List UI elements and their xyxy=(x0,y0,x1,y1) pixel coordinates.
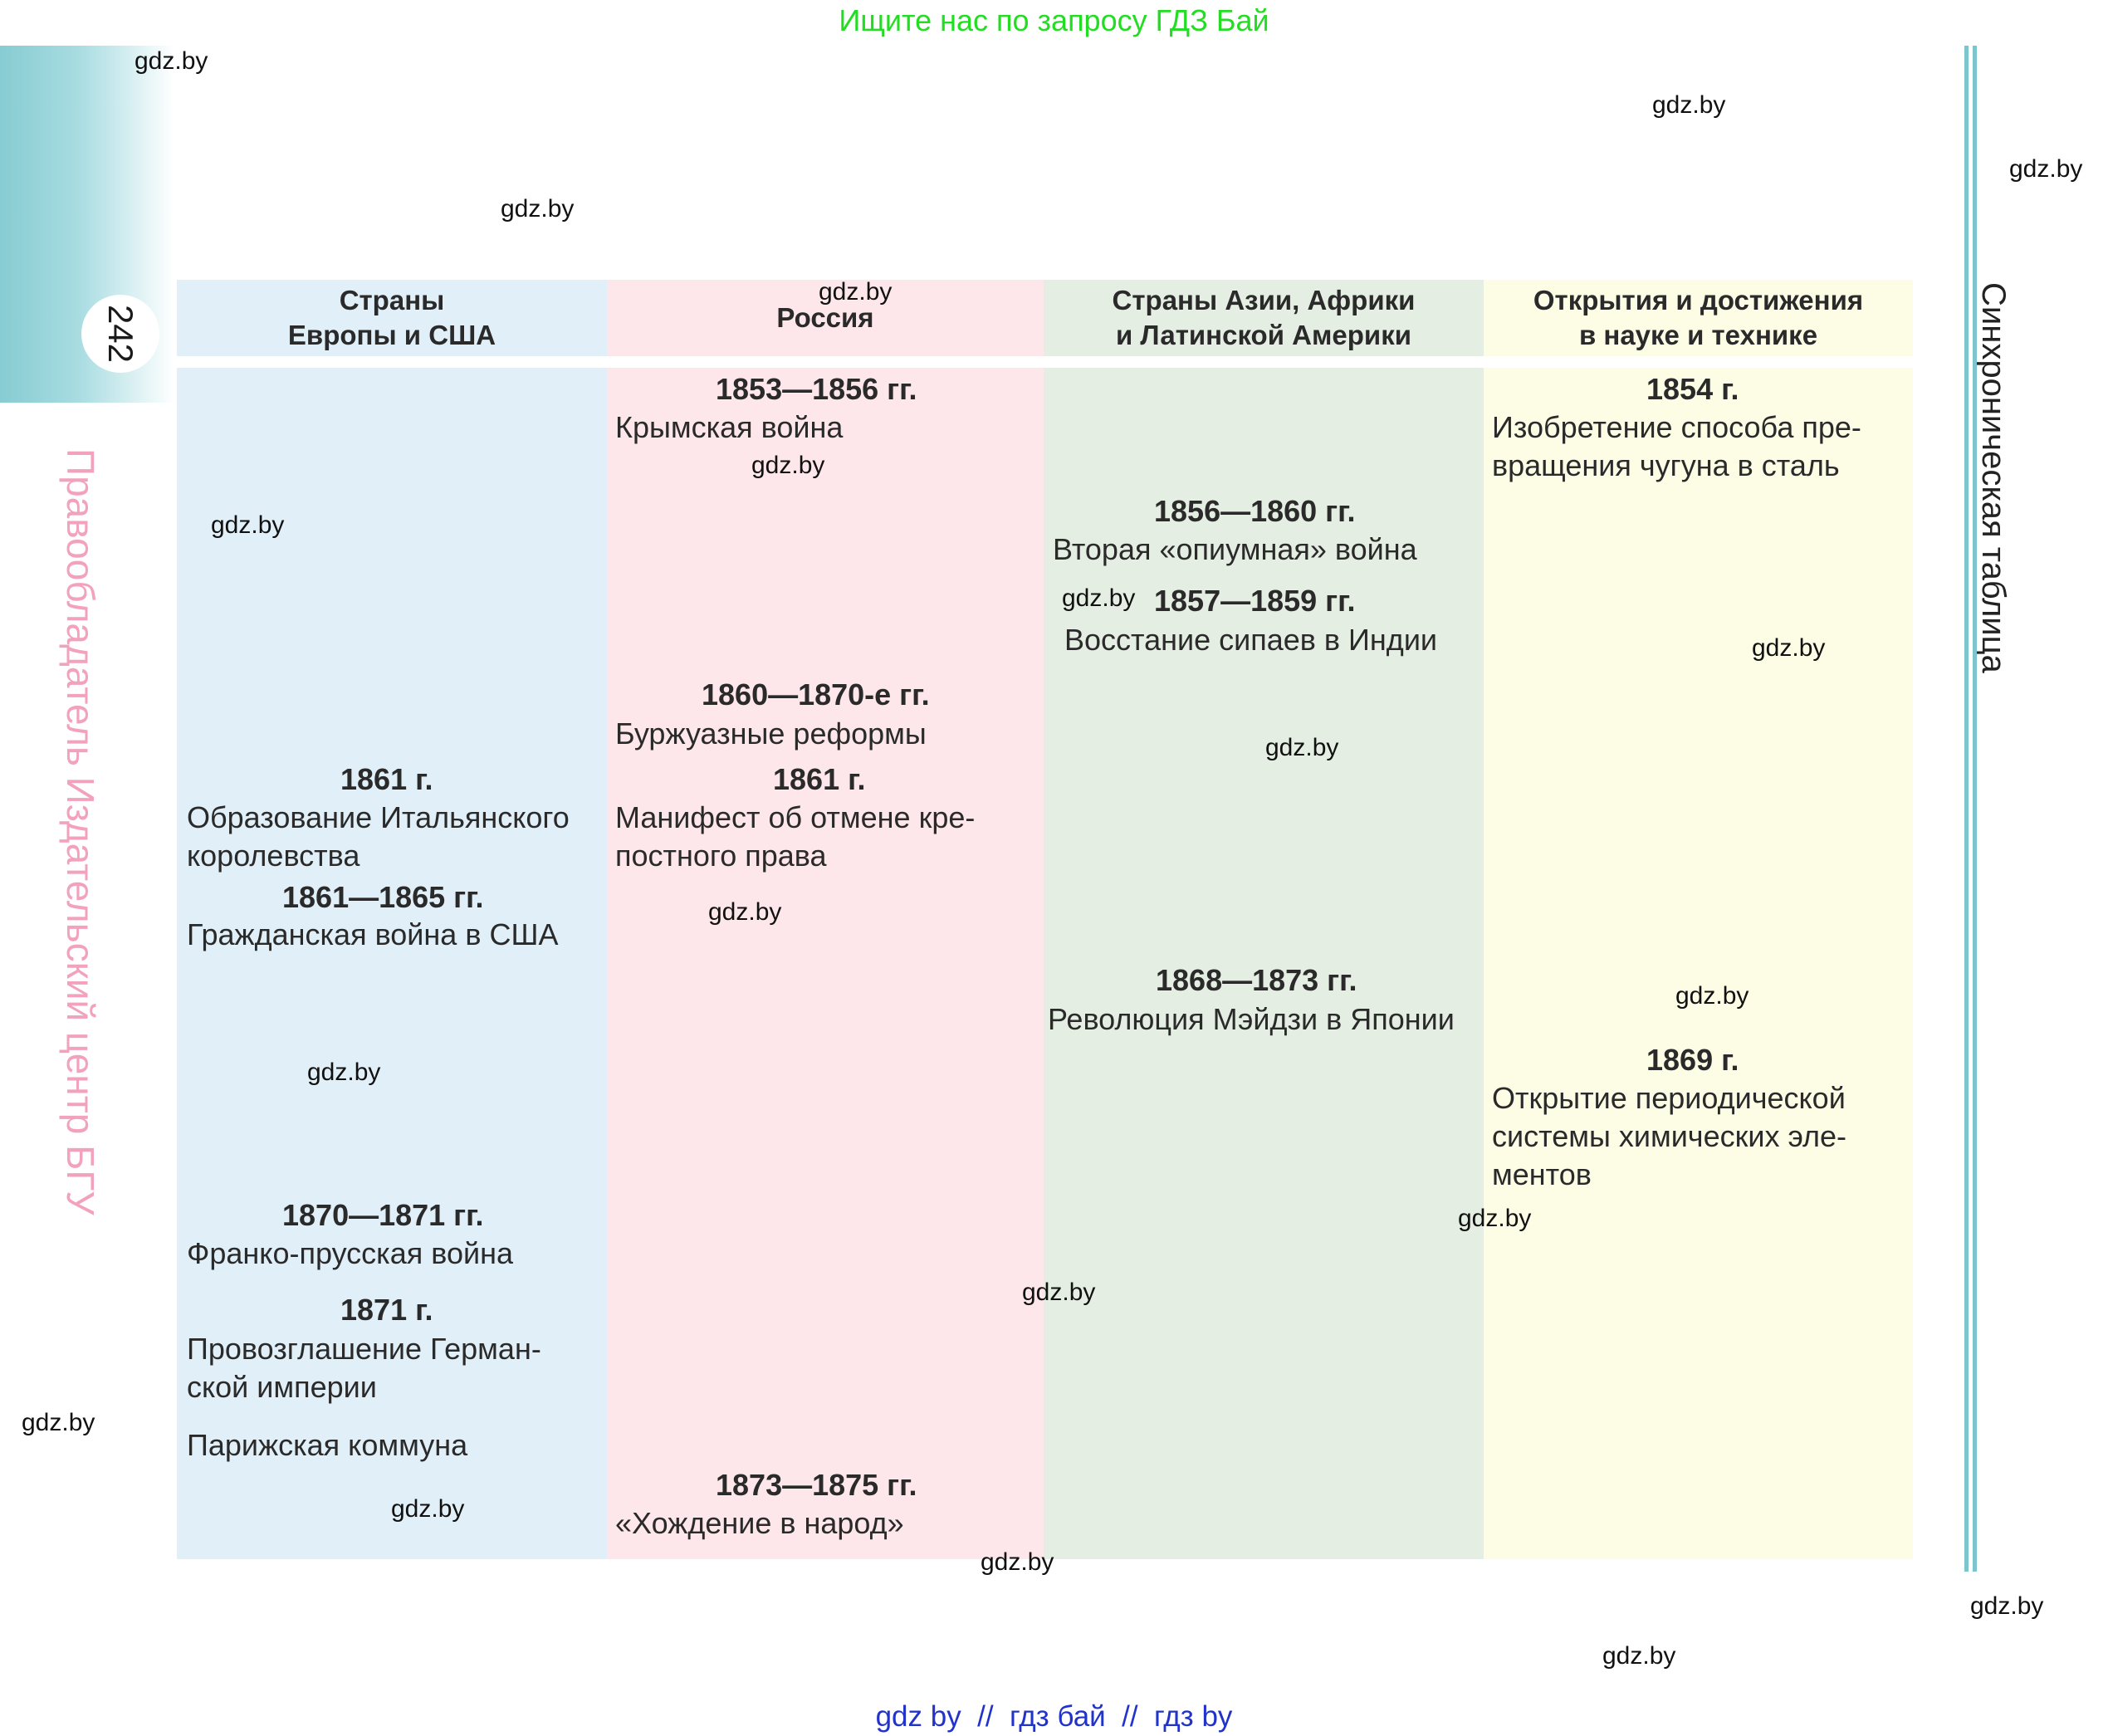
right-border-line xyxy=(1964,46,1969,1572)
column-header-asia: Страны Азии, Африки и Латинской Америки xyxy=(1044,280,1484,356)
event-desc: ментов xyxy=(1492,1157,1592,1191)
event-desc: Образование Итальянского xyxy=(187,800,570,834)
watermark: gdz.by xyxy=(819,278,893,306)
watermark: gdz.by xyxy=(1458,1205,1532,1232)
bottom-links[interactable]: gdz by // гдз бай // гдз by xyxy=(875,1700,1233,1733)
top-banner: Ищите нас по запросу ГДЗ Бай xyxy=(839,3,1269,37)
event-year: 1854 г. xyxy=(1646,372,1739,406)
event-desc: Франко-прусская война xyxy=(187,1236,513,1270)
event-desc: ской империи xyxy=(187,1370,377,1404)
watermark: gdz.by xyxy=(2009,155,2083,183)
page-number: 242 xyxy=(101,304,140,364)
event-year: 1861—1865 гг. xyxy=(282,880,484,914)
watermark: gdz.by xyxy=(1265,734,1339,761)
right-border-line xyxy=(1973,46,1977,1572)
column-body-asia xyxy=(1044,368,1484,1559)
watermark: gdz.by xyxy=(1970,1592,2044,1620)
column-body-russia xyxy=(607,368,1044,1559)
watermark: gdz.by xyxy=(1022,1279,1096,1306)
column-header-russia: Россия xyxy=(607,280,1044,356)
event-desc: Гражданская война в США xyxy=(187,917,559,951)
event-year: 1856—1860 гг. xyxy=(1154,494,1356,528)
event-desc: Провозглашение Герман- xyxy=(187,1332,541,1366)
page-number-circle xyxy=(81,295,159,373)
event-desc: «Хождение в народ» xyxy=(615,1506,904,1540)
event-desc: Открытие периодической xyxy=(1492,1081,1846,1115)
event-desc: постного права xyxy=(615,839,827,873)
column-body-science xyxy=(1484,368,1913,1559)
watermark: gdz.by xyxy=(1602,1642,1676,1670)
event-year: 1873—1875 гг. xyxy=(716,1468,917,1502)
watermark: gdz.by xyxy=(708,898,782,926)
event-desc: Парижская коммуна xyxy=(187,1428,468,1462)
event-year: 1860—1870-е гг. xyxy=(702,677,930,712)
event-desc: Буржуазные реформы xyxy=(615,716,927,751)
event-desc: Революция Мэйдзи в Японии xyxy=(1048,1002,1455,1036)
event-year: 1870—1871 гг. xyxy=(282,1198,484,1232)
column-body-europe xyxy=(177,368,607,1559)
event-year: 1869 г. xyxy=(1646,1043,1739,1077)
copyright-vertical-text: Правообладатель Издательский центр БГУ xyxy=(59,448,102,1215)
column-header-science: Открытия и достижения в науке и технике xyxy=(1484,280,1913,356)
event-desc: вращения чугуна в сталь xyxy=(1492,448,1840,482)
watermark: gdz.by xyxy=(211,511,285,539)
event-desc: Изобретение способа пре- xyxy=(1492,410,1861,444)
watermark: gdz.by xyxy=(307,1059,381,1086)
watermark: gdz.by xyxy=(1652,91,1726,119)
event-desc: Вторая «опиумная» война xyxy=(1053,532,1417,566)
event-year: 1861 г. xyxy=(773,762,866,796)
watermark: gdz.by xyxy=(135,47,208,75)
watermark: gdz.by xyxy=(1675,982,1749,1010)
watermark: gdz.by xyxy=(751,452,825,479)
event-desc: Крымская война xyxy=(615,410,844,444)
event-year: 1853—1856 гг. xyxy=(716,372,917,406)
event-desc: Манифест об отмене кре- xyxy=(615,800,976,834)
event-year: 1861 г. xyxy=(340,762,433,796)
watermark: gdz.by xyxy=(391,1495,465,1523)
section-title-vertical: Синхроническая таблица xyxy=(1975,282,2012,673)
event-year: 1868—1873 гг. xyxy=(1156,963,1357,997)
watermark: gdz.by xyxy=(1062,584,1136,612)
watermark: gdz.by xyxy=(501,195,575,223)
column-header-europe: Страны Европы и США xyxy=(177,280,607,356)
event-desc: системы химических эле- xyxy=(1492,1119,1847,1153)
event-desc: Восстание сипаев в Индии xyxy=(1064,623,1438,657)
watermark: gdz.by xyxy=(22,1409,95,1436)
watermark: gdz.by xyxy=(1752,634,1826,662)
event-year: 1871 г. xyxy=(340,1293,433,1327)
watermark: gdz.by xyxy=(981,1548,1054,1576)
event-desc: королевства xyxy=(187,839,360,873)
event-year: 1857—1859 гг. xyxy=(1154,584,1356,618)
